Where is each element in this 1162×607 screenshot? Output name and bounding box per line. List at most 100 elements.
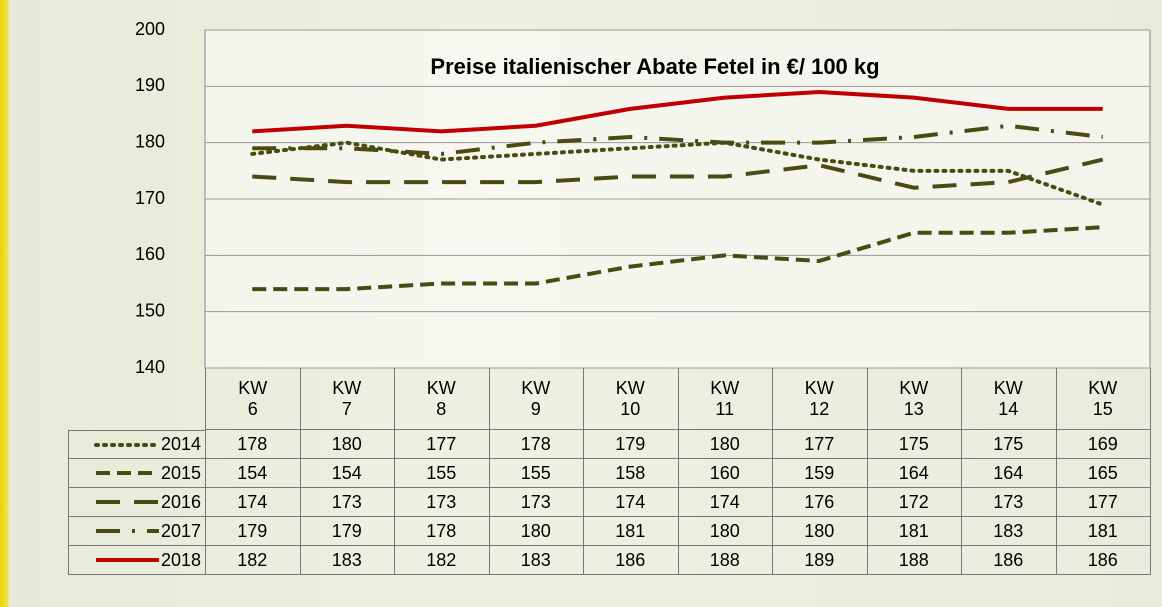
data-cell: 179 bbox=[205, 517, 301, 546]
cell-text: 155 bbox=[520, 462, 551, 483]
data-cell: 164 bbox=[961, 459, 1057, 488]
cell-text: 180 bbox=[520, 520, 551, 541]
y-tick-label: 190 bbox=[135, 75, 165, 95]
cell-text: 189 bbox=[804, 549, 835, 570]
cell-text: 183 bbox=[993, 520, 1024, 541]
cell-text: 174 bbox=[615, 491, 646, 512]
cell-text: 165 bbox=[1087, 462, 1118, 483]
cell-text: 188 bbox=[709, 549, 740, 570]
series-line bbox=[250, 140, 1105, 207]
data-cell: 173 bbox=[961, 488, 1057, 517]
data-cell: 169 bbox=[1055, 430, 1151, 459]
data-cell: 174 bbox=[583, 488, 679, 517]
cell-text: KW 10 bbox=[615, 377, 645, 419]
cell-text: KW 11 bbox=[710, 377, 740, 419]
x-tick-label: KW 12 bbox=[772, 368, 868, 430]
cell-text: 181 bbox=[898, 520, 929, 541]
data-cell: 177 bbox=[1055, 488, 1151, 517]
data-cell: 158 bbox=[583, 459, 679, 488]
data-cell: 155 bbox=[394, 459, 490, 488]
legend-label: 2015 bbox=[160, 462, 201, 483]
legend-swatch bbox=[95, 558, 159, 562]
legend-swatch bbox=[95, 500, 159, 504]
cell-text: KW 12 bbox=[804, 377, 834, 419]
data-cell: 159 bbox=[772, 459, 868, 488]
cell-text: 164 bbox=[993, 462, 1024, 483]
cell-text: KW 15 bbox=[1088, 377, 1118, 419]
cell-text: 155 bbox=[426, 462, 457, 483]
data-cell: 177 bbox=[394, 430, 490, 459]
data-cell: 183 bbox=[961, 517, 1057, 546]
legend-entry: 2016 bbox=[68, 488, 206, 517]
data-cell: 165 bbox=[1055, 459, 1151, 488]
legend-label: 2016 bbox=[160, 491, 201, 512]
legend-entry: 2018 bbox=[68, 546, 206, 575]
legend-entry: 2015 bbox=[68, 459, 206, 488]
cell-text: 177 bbox=[1087, 491, 1118, 512]
y-tick-label: 160 bbox=[135, 244, 165, 264]
cell-text: 178 bbox=[426, 520, 457, 541]
cell-text: 164 bbox=[898, 462, 929, 483]
cell-text: 179 bbox=[615, 433, 646, 454]
data-cell: 182 bbox=[394, 546, 490, 575]
legend-label: 2018 bbox=[160, 549, 201, 570]
y-tick-label: 150 bbox=[135, 300, 165, 320]
series-line bbox=[252, 89, 1103, 134]
cell-text: 186 bbox=[993, 549, 1024, 570]
x-tick-label: KW 13 bbox=[866, 368, 962, 430]
data-cell: 180 bbox=[677, 517, 773, 546]
data-cell: 188 bbox=[866, 546, 962, 575]
data-cell: 174 bbox=[677, 488, 773, 517]
series-line bbox=[252, 225, 1103, 292]
data-cell: 180 bbox=[772, 517, 868, 546]
cell-text: 175 bbox=[898, 433, 929, 454]
data-cell: 181 bbox=[866, 517, 962, 546]
data-cell: 183 bbox=[488, 546, 584, 575]
data-cell: 172 bbox=[866, 488, 962, 517]
cell-text: 179 bbox=[331, 520, 362, 541]
data-cell: 189 bbox=[772, 546, 868, 575]
cell-text: 173 bbox=[426, 491, 457, 512]
y-tick-label: 180 bbox=[135, 131, 165, 151]
data-cell: 155 bbox=[488, 459, 584, 488]
x-tick-label: KW 7 bbox=[299, 368, 395, 430]
legend-swatch bbox=[95, 471, 159, 475]
cell-text: KW 13 bbox=[899, 377, 929, 419]
cell-text: 180 bbox=[804, 520, 835, 541]
cell-text: 180 bbox=[709, 520, 740, 541]
x-tick-label: KW 14 bbox=[961, 368, 1057, 430]
cell-text: 158 bbox=[615, 462, 646, 483]
legend-label: 2017 bbox=[160, 520, 201, 541]
chart-title: Preise italienischer Abate Fetel in €/ 1… bbox=[430, 54, 879, 79]
cell-text: 186 bbox=[1087, 549, 1118, 570]
y-tick-label: 140 bbox=[135, 357, 165, 377]
data-cell: 181 bbox=[583, 517, 679, 546]
cell-text: 183 bbox=[520, 549, 551, 570]
legend-label: 2014 bbox=[160, 434, 201, 454]
cell-text: 182 bbox=[237, 549, 268, 570]
data-cell: 182 bbox=[205, 546, 301, 575]
x-tick-label: KW 9 bbox=[488, 368, 584, 430]
cell-text: 160 bbox=[709, 462, 740, 483]
data-cell: 178 bbox=[205, 430, 301, 459]
cell-text: 178 bbox=[237, 433, 268, 454]
data-cell: 179 bbox=[583, 430, 679, 459]
data-cell: 174 bbox=[205, 488, 301, 517]
x-tick-label: KW 15 bbox=[1055, 368, 1151, 430]
data-cell: 180 bbox=[299, 430, 395, 459]
cell-text: 186 bbox=[615, 549, 646, 570]
legend-entry: 2014 bbox=[68, 430, 206, 459]
cell-text: 169 bbox=[1087, 433, 1118, 454]
data-cell: 154 bbox=[299, 459, 395, 488]
cell-text: 180 bbox=[709, 433, 740, 454]
data-cell: 173 bbox=[299, 488, 395, 517]
legend-entry: 2017 bbox=[68, 517, 206, 546]
cell-text: 172 bbox=[898, 491, 929, 512]
cell-text: 173 bbox=[520, 491, 551, 512]
cell-text: KW 9 bbox=[521, 377, 551, 419]
cell-text: 154 bbox=[237, 462, 268, 483]
cell-text: 174 bbox=[237, 491, 268, 512]
cell-text: 181 bbox=[615, 520, 646, 541]
